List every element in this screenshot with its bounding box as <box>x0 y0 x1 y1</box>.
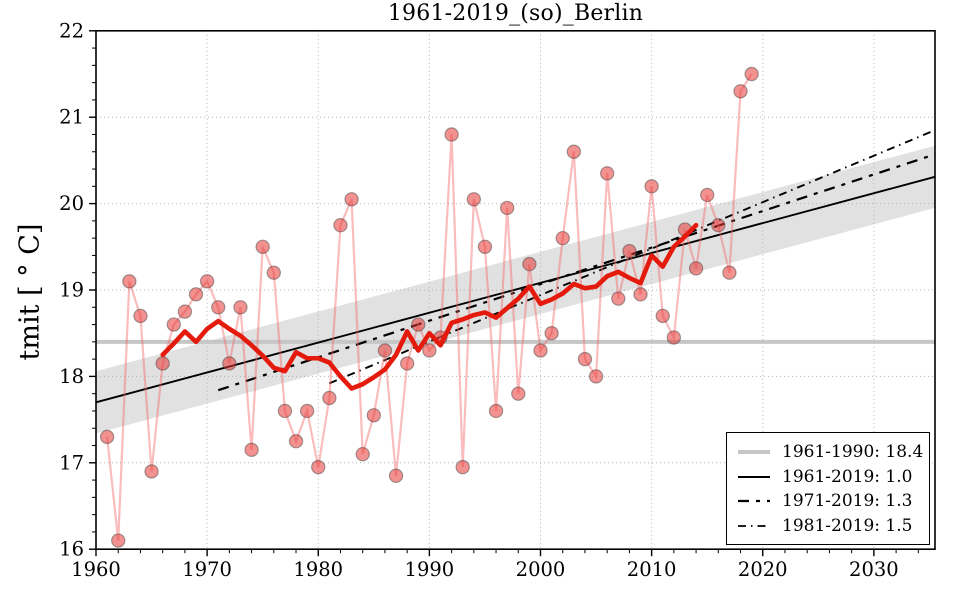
data-point <box>322 390 337 406</box>
data-point <box>444 127 459 142</box>
data-point <box>299 403 315 419</box>
trend-line-dashed <box>217 153 936 392</box>
data-point <box>333 217 348 233</box>
data-point <box>377 343 393 358</box>
data-point <box>344 192 359 207</box>
smoothed-series-line <box>160 222 699 391</box>
data-point <box>711 217 726 233</box>
legend-sample-solid-line-icon <box>738 475 770 478</box>
data-point <box>244 442 259 458</box>
annual-series-markers <box>99 66 759 548</box>
data-point <box>277 403 293 419</box>
y-tick-label: 19 <box>59 279 84 302</box>
data-point <box>733 84 748 99</box>
x-tick-label: 2000 <box>516 558 566 581</box>
data-point <box>566 144 582 159</box>
legend-label: 1961-2019: 1.0 <box>782 466 913 487</box>
legend-item-trend-1971: 1971-2019: 1.3 <box>737 489 921 513</box>
data-point <box>388 468 404 483</box>
y-tick-labels: 16 17 18 19 20 21 22 <box>59 19 84 560</box>
x-tick-label: 1980 <box>293 558 343 581</box>
data-point <box>188 287 204 302</box>
legend-item-trend-1981: 1981-2019: 1.5 <box>737 514 921 538</box>
data-point <box>222 356 237 371</box>
data-point <box>255 239 270 254</box>
data-point <box>366 408 382 423</box>
data-point <box>311 459 326 475</box>
data-point <box>622 243 637 259</box>
trend-line-dashdot <box>328 129 936 385</box>
chart-title: 1961-2019_(so)_Berlin <box>387 1 644 26</box>
data-point <box>155 356 170 371</box>
data-point <box>177 304 193 319</box>
data-point <box>122 274 137 289</box>
x-tick-label: 2020 <box>738 558 788 581</box>
data-point <box>544 326 559 341</box>
data-point <box>511 386 526 401</box>
data-point <box>422 343 437 358</box>
legend-item-reference: 1961-1990: 18.4 <box>737 440 924 464</box>
data-point <box>555 230 570 246</box>
data-point <box>288 434 304 449</box>
legend-sample-dashed-line-icon <box>738 500 770 503</box>
data-point <box>699 187 715 203</box>
data-point <box>533 343 548 358</box>
legend-sample-dashdot-line-icon <box>738 525 770 527</box>
x-tick-label: 1960 <box>71 558 121 581</box>
data-point <box>266 265 282 280</box>
legend: 1961-1990: 18.4 1961-2019: 1.0 1971-2019… <box>726 432 930 545</box>
data-point <box>688 261 704 276</box>
y-tick-label: 16 <box>59 538 84 561</box>
data-point <box>144 464 159 479</box>
data-point <box>211 300 226 315</box>
data-point <box>399 356 415 371</box>
legend-sample-reference-line-icon <box>738 450 770 454</box>
data-point <box>633 287 648 302</box>
data-point <box>466 192 482 207</box>
data-point <box>166 317 181 332</box>
data-point <box>599 166 615 181</box>
data-point <box>577 351 593 367</box>
data-point <box>588 369 604 384</box>
y-axis-label: tmit [ ° C] <box>14 223 46 361</box>
data-point <box>499 200 515 216</box>
legend-label: 1971-2019: 1.3 <box>782 491 913 512</box>
data-point <box>722 265 737 280</box>
data-point <box>199 274 215 289</box>
legend-item-trend-1961: 1961-2019: 1.0 <box>737 465 921 489</box>
data-point <box>233 300 248 315</box>
data-point <box>99 429 115 445</box>
data-point <box>477 239 493 254</box>
x-tick-label: 2010 <box>627 558 677 581</box>
data-point <box>455 459 470 475</box>
y-tick-label: 18 <box>59 365 84 388</box>
x-tick-labels: 1960 1970 1980 1990 2000 2010 2020 2030 <box>71 558 899 581</box>
y-tick-label: 20 <box>59 192 84 215</box>
legend-label: 1981-2019: 1.5 <box>782 515 913 536</box>
data-point <box>744 66 759 82</box>
data-point <box>666 330 682 345</box>
data-point <box>111 533 126 548</box>
data-point <box>644 179 659 194</box>
x-tick-label: 1990 <box>405 558 455 581</box>
x-tick-label: 1970 <box>182 558 232 581</box>
y-tick-label: 17 <box>59 451 84 474</box>
data-point <box>411 317 426 332</box>
data-point <box>133 308 148 324</box>
x-tick-label: 2030 <box>849 558 899 581</box>
axis-ticks <box>89 30 919 557</box>
data-point <box>522 256 537 272</box>
trend-line-solid <box>95 175 936 404</box>
data-point <box>611 291 626 306</box>
legend-label: 1961-1990: 18.4 <box>782 442 924 462</box>
data-point <box>655 308 670 324</box>
y-tick-label: 21 <box>59 106 84 129</box>
y-tick-label: 22 <box>59 19 84 42</box>
data-point <box>355 446 370 462</box>
data-point <box>488 403 504 419</box>
